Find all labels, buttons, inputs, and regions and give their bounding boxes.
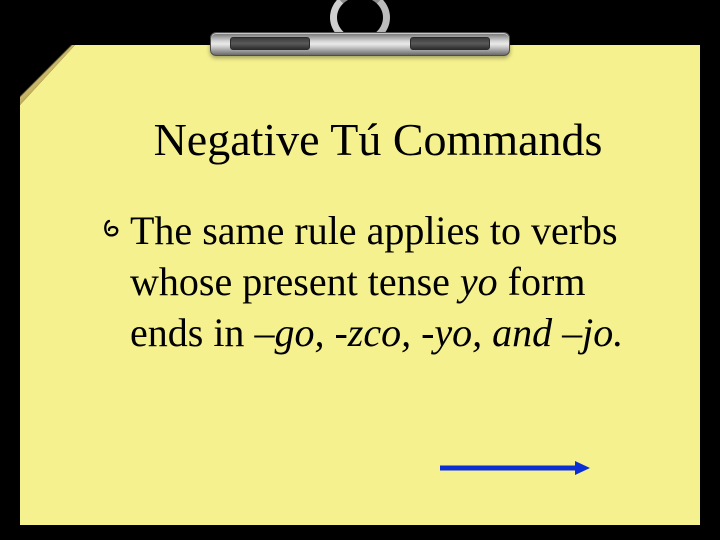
- clipboard-clip: [210, 0, 510, 68]
- slide-title: Negative Tú Commands: [78, 113, 678, 166]
- text-end: .: [613, 310, 623, 355]
- text-zco: -zco: [334, 310, 401, 355]
- text-yo: yo: [460, 259, 498, 304]
- text-c3: , and: [472, 310, 562, 355]
- bullet-icon: [102, 215, 128, 246]
- text-c2: ,: [401, 310, 421, 355]
- clip-slot-right: [410, 37, 490, 50]
- text-c1: ,: [314, 310, 334, 355]
- next-arrow[interactable]: [440, 461, 590, 475]
- slide-body: The same rule applies to verbs whose pre…: [102, 205, 662, 359]
- text-go: –go: [254, 310, 314, 355]
- clip-slot-left: [230, 37, 310, 50]
- note-card: Negative Tú Commands The same rule appli…: [20, 45, 700, 525]
- text-jo: –jo: [562, 310, 613, 355]
- text-yo2: -yo: [421, 310, 472, 355]
- bullet-text: The same rule applies to verbs whose pre…: [130, 205, 662, 359]
- bullet-item: The same rule applies to verbs whose pre…: [102, 205, 662, 359]
